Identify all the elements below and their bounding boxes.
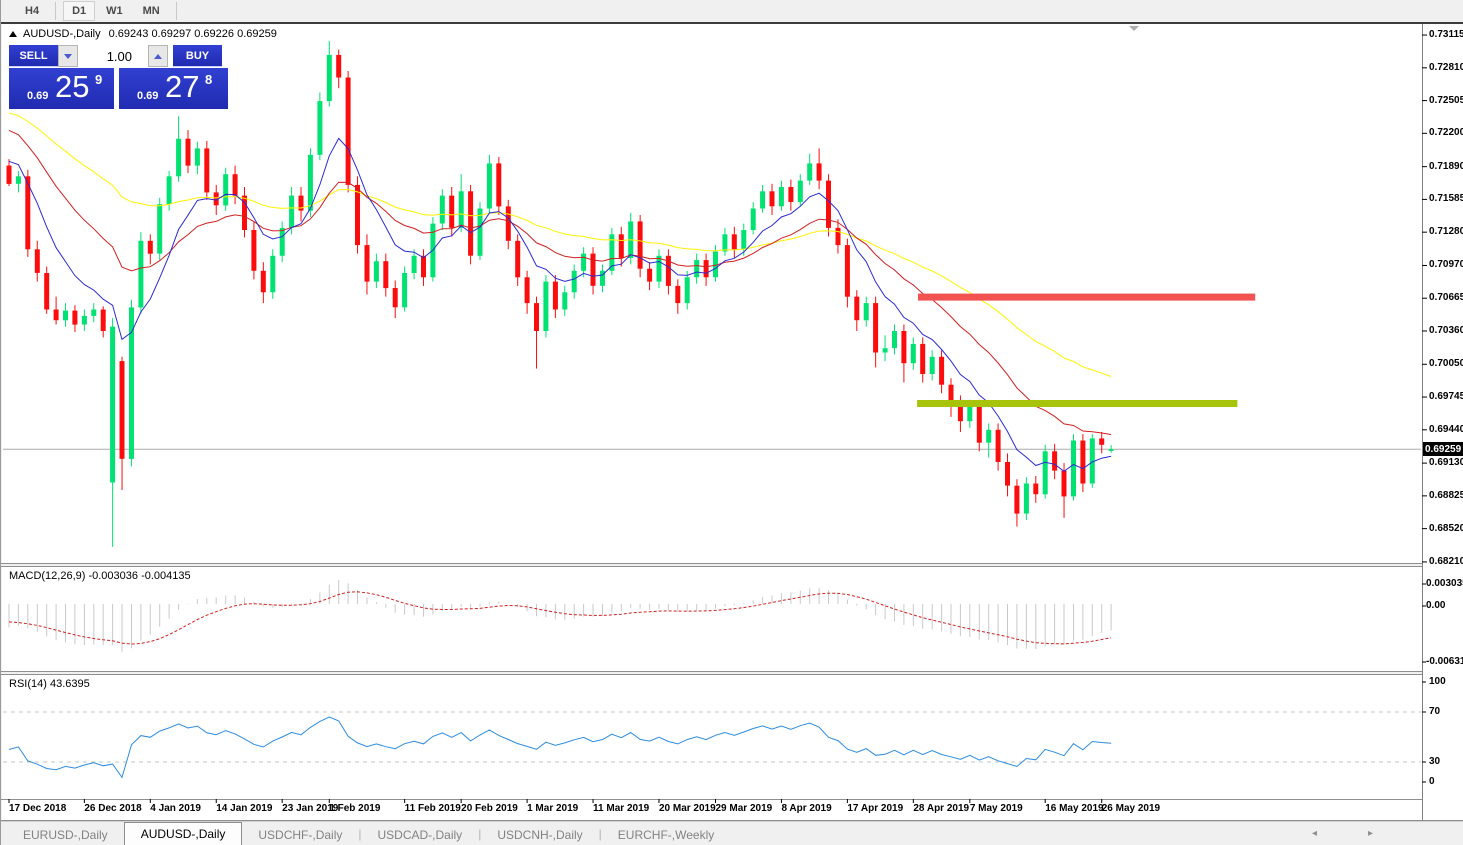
chart-tab-usdchf-daily[interactable]: USDCHF-,Daily <box>258 827 343 842</box>
price-axis-label: 0.70360 <box>1429 324 1463 336</box>
date-axis-label: 26 May 2019 <box>1101 803 1161 814</box>
price-axis-label: 0.69745 <box>1429 391 1463 403</box>
rsi-pane[interactable] <box>2 675 1422 799</box>
date-axis-label: 16 May 2019 <box>1045 803 1104 814</box>
sell-price-big: 25 <box>55 69 90 104</box>
pane-splitter[interactable] <box>1 563 1463 567</box>
buy-price-big: 27 <box>165 69 200 104</box>
chart-tab-audusd-daily[interactable]: AUDUSD-,Daily <box>123 822 243 845</box>
date-axis-label: 29 Mar 2019 <box>715 803 773 814</box>
price-axis-label: 0.68520 <box>1429 522 1463 534</box>
date-axis-label: 11 Mar 2019 <box>593 803 650 814</box>
divider <box>1 820 1463 821</box>
macd-label: MACD(12,26,9) -0.003036 -0.004135 <box>9 570 191 582</box>
date-axis-label: 7 May 2019 <box>969 803 1023 814</box>
price-axis-label: 0.71890 <box>1429 160 1463 172</box>
buy-price-prefix: 0.69 <box>137 90 159 102</box>
tab-scroll-right-icon[interactable]: ▸ <box>1367 828 1373 839</box>
date-axis-label: 1 Feb 2019 <box>329 803 381 814</box>
date-axis-label: 1 Mar 2019 <box>527 803 579 814</box>
price-axis-label: 0.72810 <box>1429 61 1463 73</box>
price-axis-label: 0.69440 <box>1429 423 1463 435</box>
timeframe-button-d1[interactable]: D1 <box>63 1 96 21</box>
arrow-down-icon <box>64 53 72 59</box>
divider <box>1 799 1463 800</box>
rsi-axis-label: 100 <box>1429 676 1446 687</box>
date-axis-label: 4 Jan 2019 <box>150 803 201 814</box>
price-axis-label: 0.69130 <box>1429 457 1463 469</box>
window-border <box>1 22 1463 24</box>
buy-price-pip: 8 <box>205 72 213 87</box>
date-axis-label: 20 Feb 2019 <box>461 803 518 814</box>
sell-price-pip: 9 <box>95 72 103 87</box>
price-axis-label: 0.72200 <box>1429 127 1463 139</box>
date-axis-label: 14 Jan 2019 <box>216 803 273 814</box>
arrow-up-icon <box>154 53 162 59</box>
volume-input[interactable] <box>78 45 148 67</box>
chart-tab-eurchf-weekly[interactable]: EURCHF-,Weekly <box>617 827 715 842</box>
sell-button[interactable]: SELL <box>9 45 58 67</box>
rsi-axis-label: 0 <box>1429 776 1435 787</box>
toolbar-separator <box>175 2 177 20</box>
price-axis-label: 0.73115 <box>1429 29 1463 41</box>
buy-button[interactable]: BUY <box>173 45 222 67</box>
tab-separator: | <box>598 826 602 841</box>
rsi-axis-label: 30 <box>1429 756 1441 767</box>
date-axis-label: 8 Apr 2019 <box>781 803 832 814</box>
date-axis-label: 17 Dec 2018 <box>9 803 67 814</box>
price-axis-label: 0.72505 <box>1429 94 1463 106</box>
price-axis-label: 0.70050 <box>1429 358 1463 370</box>
chart-tab-usdcad-daily[interactable]: USDCAD-,Daily <box>377 827 463 842</box>
current-price-tag: 0.69259 <box>1423 442 1463 457</box>
tab-scroll-left-icon[interactable]: ◂ <box>1311 828 1317 839</box>
timeframe-toolbar: H4 D1 W1 MN <box>1 0 1463 22</box>
pane-splitter[interactable] <box>1 671 1463 675</box>
date-axis-label: 26 Dec 2018 <box>84 803 142 814</box>
price-axis-label: 0.70970 <box>1429 259 1463 271</box>
one-click-trading-panel: SELL BUY 0.69 25 9 0.69 27 8 <box>9 45 228 109</box>
price-axis-label: 0.71280 <box>1429 226 1463 238</box>
chart-title-row: AUDUSD-,Daily 0.69243 0.69297 0.69226 0.… <box>9 28 277 40</box>
price-axis-label: 0.68210 <box>1429 555 1463 567</box>
toolbar-separator <box>55 2 57 20</box>
macd-pane[interactable] <box>2 567 1422 671</box>
timeframe-button-mn[interactable]: MN <box>142 5 160 17</box>
date-axis-label: 23 Jan 2019 <box>282 803 339 814</box>
price-axis-label: 0.70665 <box>1429 292 1463 304</box>
timeframe-button-w1[interactable]: W1 <box>106 5 123 17</box>
collapse-panel-icon[interactable] <box>9 31 17 37</box>
price-axis-label: 0.68825 <box>1429 489 1463 501</box>
chart-symbol-title: AUDUSD-,Daily <box>23 28 101 40</box>
date-axis-label: 17 Apr 2019 <box>847 803 904 814</box>
date-axis-label: 20 Mar 2019 <box>658 803 716 814</box>
price-axis-label: 0.71585 <box>1429 193 1463 205</box>
tab-separator: | <box>358 826 362 841</box>
chart-tabbar: EURUSD-,Daily AUDUSD-,Daily USDCHF-,Daily |… <box>1 821 1463 845</box>
date-axis[interactable] <box>2 800 1422 820</box>
rsi-label: RSI(14) 43.6395 <box>9 678 90 690</box>
chart-tab-eurusd-daily[interactable]: EURUSD-,Daily <box>23 827 108 842</box>
volume-increase-button[interactable] <box>148 45 168 67</box>
buy-price-tile[interactable]: 0.69 27 8 <box>119 68 228 109</box>
chart-ohlc-values: 0.69243 0.69297 0.69226 0.69259 <box>108 28 277 40</box>
timeframe-button-h4[interactable]: H4 <box>25 5 40 17</box>
date-axis-label: 11 Feb 2019 <box>404 803 461 814</box>
tab-separator: | <box>478 826 482 841</box>
macd-axis-label: 0.00 <box>1426 600 1446 611</box>
macd-axis-label: 0.003035 <box>1426 578 1463 589</box>
volume-decrease-button[interactable] <box>58 45 78 67</box>
sell-price-prefix: 0.69 <box>27 90 49 102</box>
rsi-axis-label: 70 <box>1429 706 1441 717</box>
price-axis[interactable] <box>1422 24 1463 820</box>
macd-axis-label: -0.006311 <box>1426 656 1463 667</box>
date-axis-label: 28 Apr 2019 <box>913 803 970 814</box>
sell-price-tile[interactable]: 0.69 25 9 <box>9 68 114 109</box>
chart-tab-usdcnh-daily[interactable]: USDCNH-,Daily <box>497 827 583 842</box>
